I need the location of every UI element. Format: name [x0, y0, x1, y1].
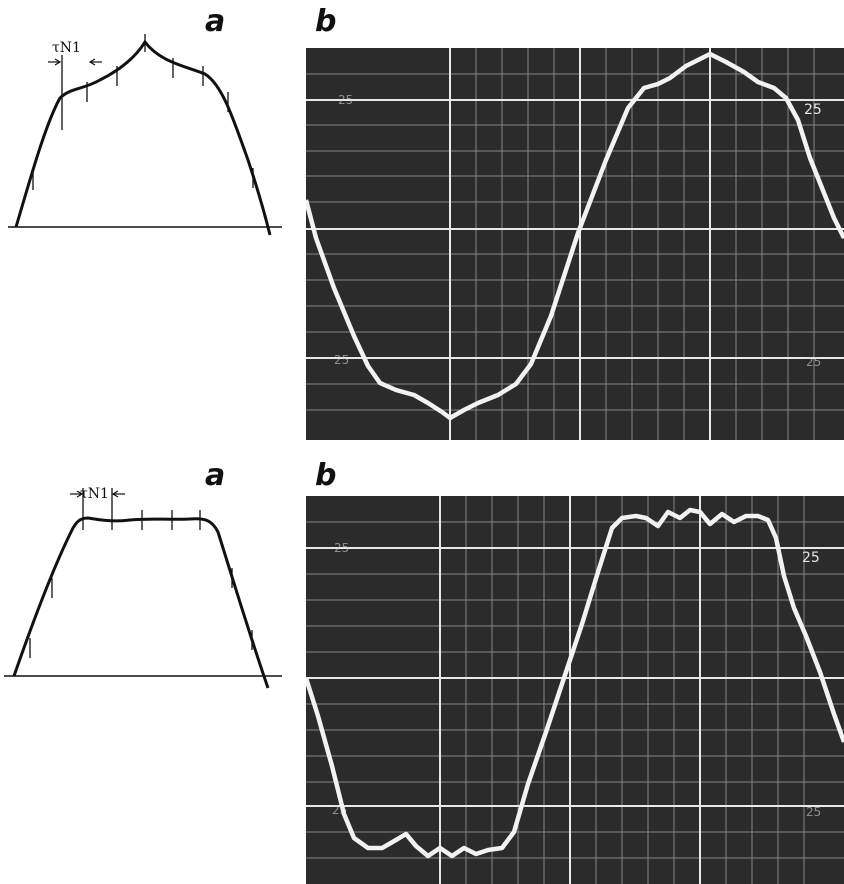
bottom-scope-mark-ul: 25: [334, 541, 349, 555]
top-scope-mark-ll: 25: [334, 353, 349, 367]
bottom-label-a: a: [205, 458, 226, 493]
bottom-oscillogram: 25 25 25 25: [306, 496, 844, 884]
top-label-b: b: [315, 4, 337, 39]
bottom-scope-mark-ur: 25: [802, 550, 820, 566]
top-label-a: a: [205, 4, 226, 39]
bottom-scope-major-grid: [306, 496, 844, 884]
top-scope-major-grid: [306, 48, 844, 440]
bottom-scope-mark-lr: 25: [806, 805, 821, 819]
bottom-scope-trace: [306, 507, 844, 859]
top-scope-minor-grid: [306, 48, 844, 440]
top-tau-annotation: τN1: [52, 40, 81, 56]
top-scope-mark-ur: 25: [804, 102, 822, 118]
top-scope-mark-lr: 25: [806, 355, 821, 369]
bottom-waveform-sketch: τN1: [4, 486, 282, 689]
top-scope-trace: [306, 51, 844, 421]
bottom-sketch-ticks: [29, 488, 253, 658]
top-sketch-curve: [14, 39, 272, 236]
bottom-sketch-interval-arrows: [70, 490, 125, 498]
top-oscillogram: 25 25 25 25: [306, 48, 844, 440]
top-scope-mark-ul: 25: [338, 93, 353, 107]
bottom-tau-annotation: τN1: [80, 486, 109, 502]
top-waveform-sketch: τN1: [8, 34, 282, 236]
bottom-scope-minor-grid: [306, 496, 844, 884]
bottom-sketch-curve: [12, 516, 270, 689]
bottom-label-b: b: [315, 458, 337, 493]
top-sketch-ticks: [32, 34, 254, 190]
top-sketch-interval-arrows: [48, 58, 102, 66]
